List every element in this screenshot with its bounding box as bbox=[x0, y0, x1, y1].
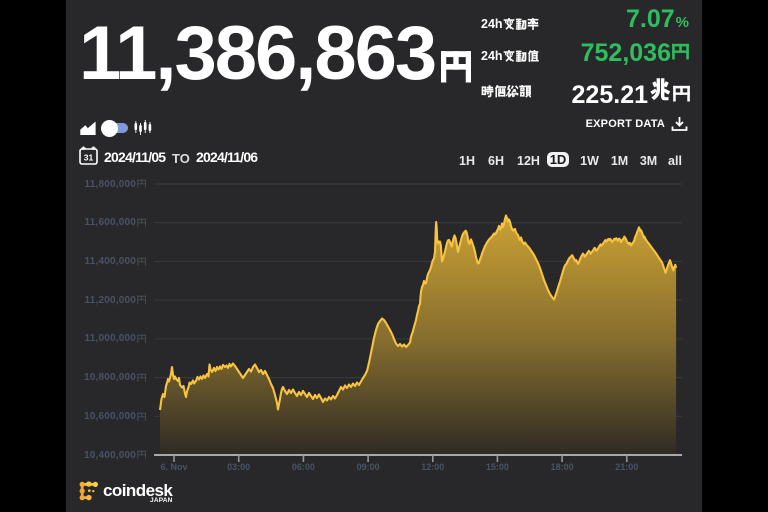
svg-text:31: 31 bbox=[84, 153, 94, 163]
svg-text:12:00: 12:00 bbox=[421, 462, 444, 472]
svg-text:18:00: 18:00 bbox=[551, 462, 574, 472]
svg-text:21:00: 21:00 bbox=[615, 462, 638, 472]
svg-text:03:00: 03:00 bbox=[227, 462, 250, 472]
svg-text:6. Nov: 6. Nov bbox=[160, 462, 187, 472]
svg-text:15:00: 15:00 bbox=[486, 462, 509, 472]
svg-text:06:00: 06:00 bbox=[292, 462, 315, 472]
svg-text:09:00: 09:00 bbox=[357, 462, 380, 472]
